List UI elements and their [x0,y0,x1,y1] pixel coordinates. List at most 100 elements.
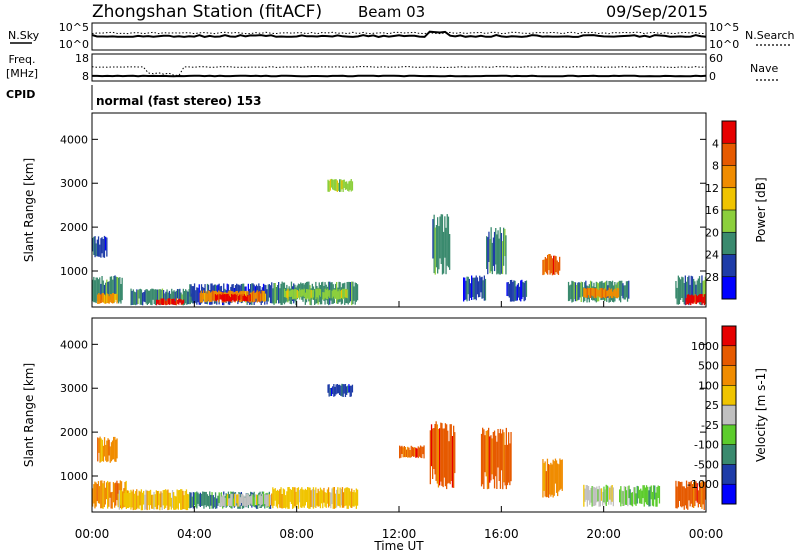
data-cell [583,288,585,297]
data-cell [347,281,349,305]
data-cell [113,293,115,304]
data-cell [95,482,97,507]
data-cell [644,487,646,503]
data-cell [318,288,321,296]
data-cell [336,384,338,394]
data-cell [232,294,234,301]
colorbar-swatch [722,276,736,299]
data-cell [138,289,140,299]
data-cell [237,494,239,507]
data-cell [106,237,108,257]
data-cell [600,488,603,501]
data-cell [690,295,692,306]
data-cell [224,497,226,507]
data-cell [551,464,553,495]
data-cell [151,288,153,306]
data-cell [105,482,108,500]
data-cell [303,288,305,297]
data-cell [681,481,683,508]
data-cell [262,494,265,507]
data-cell [335,384,337,395]
data-cell [198,494,200,506]
data-cell [567,281,570,302]
data-cell [186,493,189,511]
data-cell [162,290,165,302]
data-cell [157,299,159,304]
cpid-label: CPID [6,88,35,101]
data-cell [340,289,343,299]
data-cell [344,288,346,298]
data-cell [351,488,353,508]
data-cell [442,428,444,488]
data-cell [142,292,144,306]
data-cell [703,294,705,306]
data-cell [182,490,184,510]
data-cell [486,236,488,269]
data-cell [271,282,273,304]
data-cell [519,286,521,301]
data-cell [254,293,256,302]
data-cell [440,214,442,264]
data-cell [248,295,250,302]
data-cell [94,280,96,303]
data-patch [506,279,528,302]
data-cell [260,495,262,505]
data-cell [231,493,233,507]
nsky-label: N.Sky [8,29,40,42]
data-cell [415,447,417,458]
velocity-yaxis: 1000 2000 3000 4000 [60,338,706,483]
data-cell [120,481,123,497]
data-cell [492,432,494,480]
data-cell [579,282,581,298]
data-cell [176,489,178,509]
data-cell [700,294,702,303]
data-cell [310,289,312,298]
data-cell [114,483,116,508]
data-cell [399,445,401,459]
data-cell [698,295,700,303]
data-cell [158,299,160,305]
colorbar-tick: 500 [698,360,719,373]
data-cell [155,490,157,510]
colorbar-swatch [722,484,736,504]
data-cell [495,228,497,265]
data-cell [181,294,183,306]
data-patch [117,489,190,511]
data-cell [509,443,511,486]
data-cell [175,298,178,306]
data-patch [156,298,185,306]
data-cell [334,493,337,509]
ytick-label: 3000 [60,177,88,190]
data-cell [603,486,605,503]
data-cell [465,280,467,300]
data-cell [190,284,192,297]
data-cell [416,448,418,458]
data-cell [467,276,469,295]
data-cell [199,292,201,303]
data-cell [678,277,681,305]
nave-tick-top: 60 [709,52,723,65]
data-cell [500,233,503,274]
data-cell [559,458,561,490]
data-cell [103,294,106,304]
data-cell [557,463,559,497]
data-cell [332,179,334,190]
data-cell [92,237,94,252]
data-cell [315,487,317,508]
data-cell [128,490,130,509]
data-cell [251,494,253,506]
data-cell [136,489,138,510]
data-cell [346,386,348,395]
data-cell [207,290,209,301]
data-cell [690,480,692,504]
data-cell [544,461,546,497]
data-cell [330,178,333,188]
data-cell [103,480,105,508]
data-cell [107,294,109,304]
data-cell [684,275,686,306]
data-cell [149,489,152,506]
data-cell [698,483,701,505]
data-cell [149,290,151,303]
data-cell [145,489,147,510]
data-patch [675,480,707,510]
